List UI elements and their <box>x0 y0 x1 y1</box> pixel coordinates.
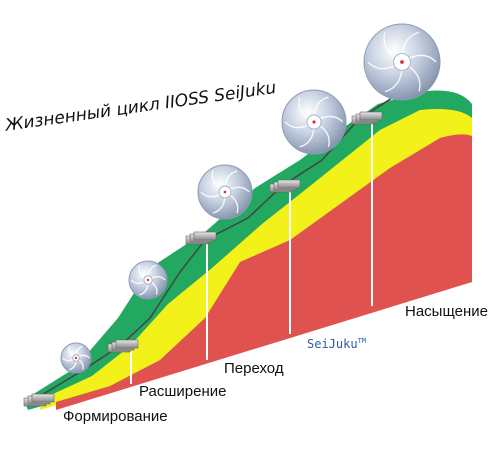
globe-icon <box>197 164 253 220</box>
globe-icon <box>281 89 347 155</box>
brand-name: SeiJuku <box>307 337 358 351</box>
server-stack-icon <box>185 231 217 245</box>
server-stack-icon <box>269 179 301 193</box>
server-stack-icon <box>23 393 55 407</box>
server-stack-icon <box>107 339 139 353</box>
stage-label-transition: Переход <box>224 360 284 377</box>
stage-label-expansion: Расширение <box>139 383 227 400</box>
red-band <box>56 134 472 410</box>
server-stack-icon <box>351 111 383 125</box>
brand-trademark: TM <box>357 337 367 345</box>
globe-icon <box>60 342 92 374</box>
globe-icon <box>363 23 441 101</box>
globe-icon <box>128 260 168 300</box>
stage-label-saturation: Насыщение <box>405 303 488 320</box>
brand-mark: SeiJukuTM <box>307 337 366 351</box>
stage-label-formation: Формирование <box>63 408 168 425</box>
